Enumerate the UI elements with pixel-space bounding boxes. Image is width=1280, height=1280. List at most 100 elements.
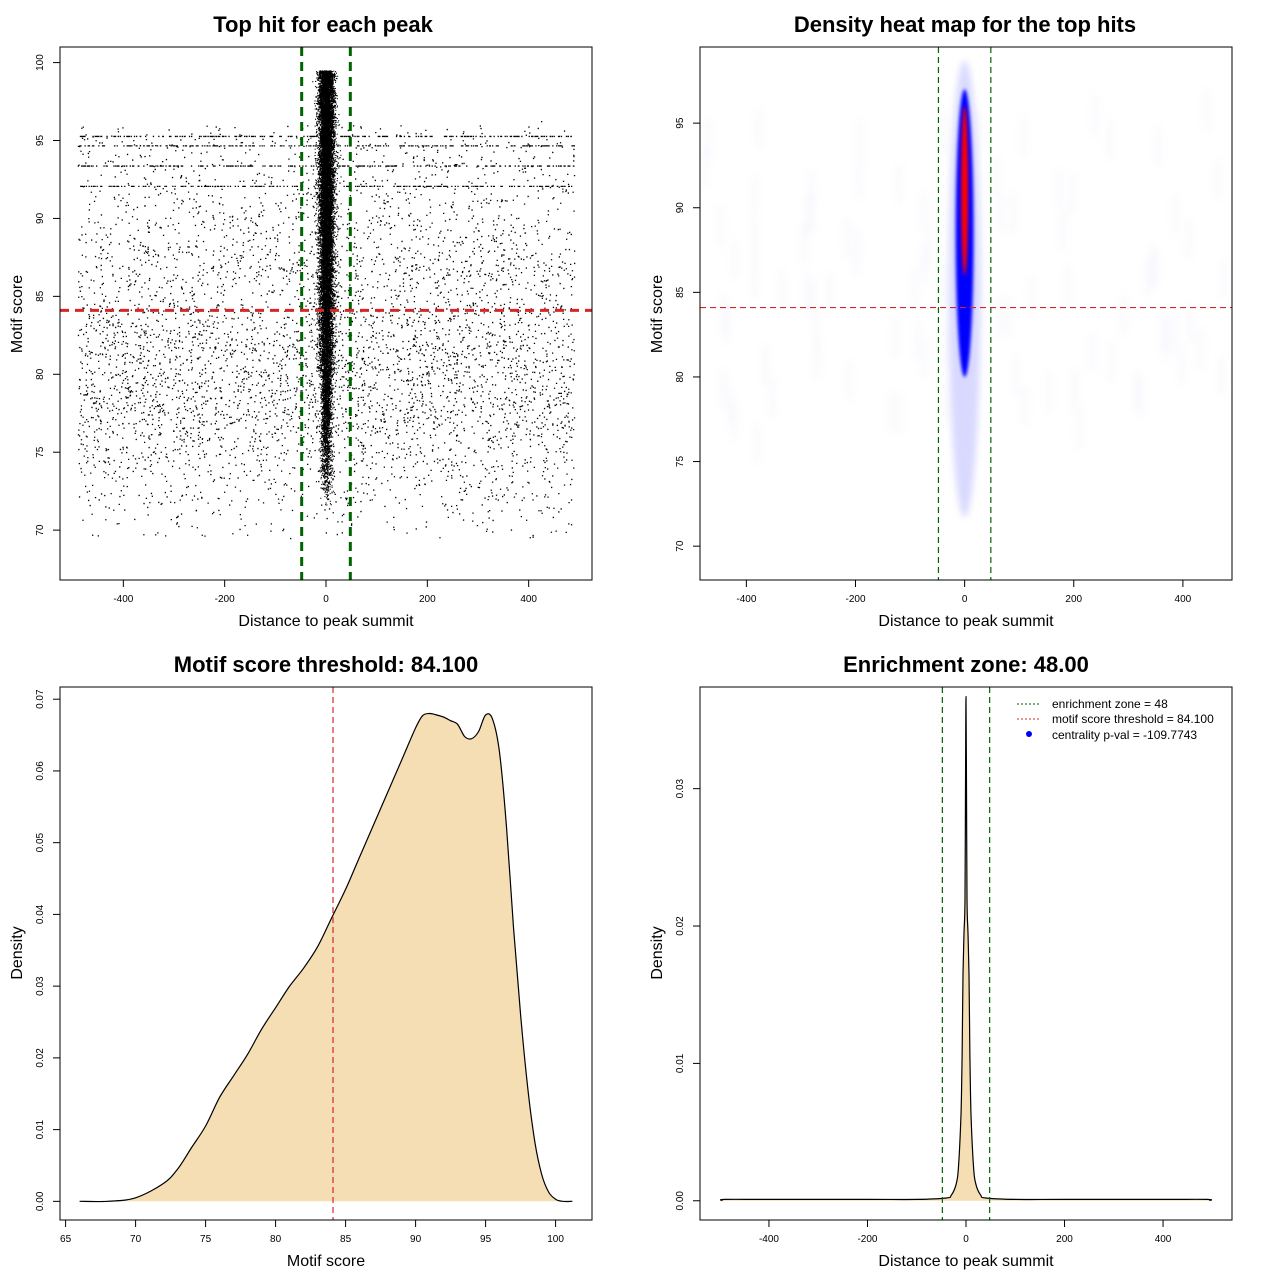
- heatmap-bg-cell: [753, 259, 757, 300]
- x-tick-label: 0: [323, 594, 329, 605]
- panel-1-title: Top hit for each peak: [213, 12, 433, 37]
- y-tick-label: 0.04: [35, 904, 46, 924]
- panel-3-title: Motif score threshold: 84.100: [174, 652, 478, 677]
- heatmap-background: [703, 90, 1225, 464]
- y-tick-label: 75: [675, 456, 686, 468]
- heatmap-bg-cell: [922, 243, 926, 284]
- heatmap-bg-cell: [1057, 168, 1061, 209]
- x-tick-label: 0: [962, 594, 968, 605]
- y-tick-label: 0.03: [35, 976, 46, 996]
- panel-2-ylabel: Motif score: [649, 275, 666, 353]
- panel-2-title: Density heat map for the top hits: [794, 12, 1136, 37]
- heatmap-bg-cell: [806, 193, 810, 234]
- legend: enrichment zone = 48 motif score thresho…: [1017, 697, 1214, 742]
- heatmap-bg-cell: [770, 378, 774, 419]
- heatmap-bg-cell: [1179, 345, 1183, 386]
- heatmap-bg-cell: [858, 119, 862, 160]
- heatmap-bg-cell: [721, 293, 725, 334]
- panel-distance-density: Enrichment zone: 48.00 -400 -200 0 200 400 0.…: [649, 652, 1233, 1270]
- x-tick-label: 85: [340, 1234, 352, 1245]
- y-tick-label: 85: [675, 286, 686, 298]
- y-tick-label: 100: [35, 54, 46, 71]
- heatmap-bg-cell: [753, 175, 757, 216]
- heatmap-bg-cell: [755, 423, 759, 464]
- heatmap-bg-cell: [1091, 332, 1095, 373]
- heatmap-bg-cell: [1060, 210, 1064, 251]
- heatmap-bg-cell: [1220, 354, 1224, 395]
- y-tick-label: 80: [675, 371, 686, 383]
- heatmap-bg-cell: [809, 171, 813, 212]
- heatmap-bg-cell: [922, 338, 926, 379]
- heatmap-bg-cell: [828, 272, 832, 313]
- x-tick-label: 70: [130, 1234, 142, 1245]
- heatmap-bg-cell: [1153, 247, 1157, 288]
- heatmap-bg-cell: [1173, 313, 1177, 354]
- heatmap-bg-cell: [1109, 342, 1113, 383]
- heatmap-bg-cell: [725, 302, 729, 343]
- x-tick-label: -400: [736, 594, 756, 605]
- x-tick-label: 75: [200, 1234, 212, 1245]
- x-tick-label: 90: [410, 1234, 422, 1245]
- panel-1-frame: [59, 46, 593, 581]
- heatmap-bg-cell: [1140, 376, 1144, 417]
- panel-3-xlabel: Motif score: [287, 1253, 365, 1270]
- heatmap-bg-cell: [1134, 369, 1138, 410]
- x-tick-label: 200: [419, 594, 436, 605]
- x-tick-label: 400: [1175, 594, 1192, 605]
- panel-score-density: Motif score threshold: 84.100 65 70 75 80 85…: [9, 652, 593, 1270]
- heatmap-bg-cell: [997, 297, 1001, 338]
- y-tick-label: 0.07: [35, 689, 46, 709]
- heatmap-bg-cell: [1011, 192, 1015, 233]
- heatmap-bg-cell: [847, 360, 851, 401]
- heatmap-bg-cell: [946, 328, 950, 369]
- x-tick-label: 400: [1155, 1234, 1172, 1245]
- x-tick-label: 100: [547, 1234, 564, 1245]
- y-tick-label: 0.02: [675, 916, 686, 936]
- x-tick-label: 400: [520, 594, 537, 605]
- heatmap-bg-cell: [913, 268, 917, 309]
- heatmap-bg-cell: [898, 395, 902, 436]
- y-tick-label: 85: [35, 290, 46, 302]
- heatmap-bg-cell: [942, 263, 946, 304]
- heatmap-bg-cell: [816, 339, 820, 380]
- heatmap-bg-cell: [1146, 258, 1150, 299]
- heatmap-bg-cell: [1221, 259, 1225, 300]
- y-tick-label: 0.01: [35, 1119, 46, 1139]
- y-tick-label: 70: [675, 540, 686, 552]
- heatmap-bg-cell: [1165, 320, 1169, 361]
- panel-heatmap: Density heat map for the top hits -400 -2…: [649, 12, 1233, 630]
- density-curve: [719, 695, 1213, 1202]
- density-area: [79, 713, 573, 1202]
- y-tick-label: 70: [35, 524, 46, 536]
- heatmap-bg-cell: [854, 236, 858, 277]
- y-tick-label: 95: [675, 117, 686, 129]
- heatmap-bg-cell: [977, 109, 981, 150]
- panel-2-frame: [699, 46, 1233, 581]
- legend-label-threshold: motif score threshold = 84.100: [1052, 712, 1214, 726]
- x-tick-label: -400: [113, 594, 133, 605]
- legend-marker-pval: [1026, 731, 1032, 737]
- heatmap-bg-cell: [845, 217, 849, 258]
- x-tick-label: 200: [1056, 1234, 1073, 1245]
- y-tick-label: 0.06: [35, 761, 46, 781]
- heatmap-bg-cell: [922, 191, 926, 232]
- panel-4-xlabel: Distance to peak summit: [878, 1253, 1054, 1270]
- y-tick-label: 0.00: [675, 1191, 686, 1211]
- heatmap-bg-cell: [706, 117, 710, 158]
- heatmap-bg-cell: [764, 345, 768, 386]
- heatmap-bg-cell: [994, 156, 998, 197]
- x-tick-label: 200: [1065, 594, 1082, 605]
- y-tick-label: 90: [675, 202, 686, 214]
- panel-2-xlabel: Distance to peak summit: [878, 613, 1054, 630]
- y-tick-label: 95: [35, 135, 46, 147]
- y-tick-label: 0.02: [35, 1048, 46, 1068]
- heatmap-hotspot: [961, 106, 969, 276]
- panel-3-ylabel: Density: [9, 926, 26, 979]
- heatmap-bg-cell: [1198, 329, 1202, 370]
- panel-4-frame: [699, 686, 1233, 1221]
- heatmap-bg-cell: [721, 369, 725, 410]
- heatmap-bg-cell: [857, 158, 861, 199]
- heatmap-bg-cell: [752, 218, 756, 259]
- y-tick-label: 0.00: [35, 1191, 46, 1211]
